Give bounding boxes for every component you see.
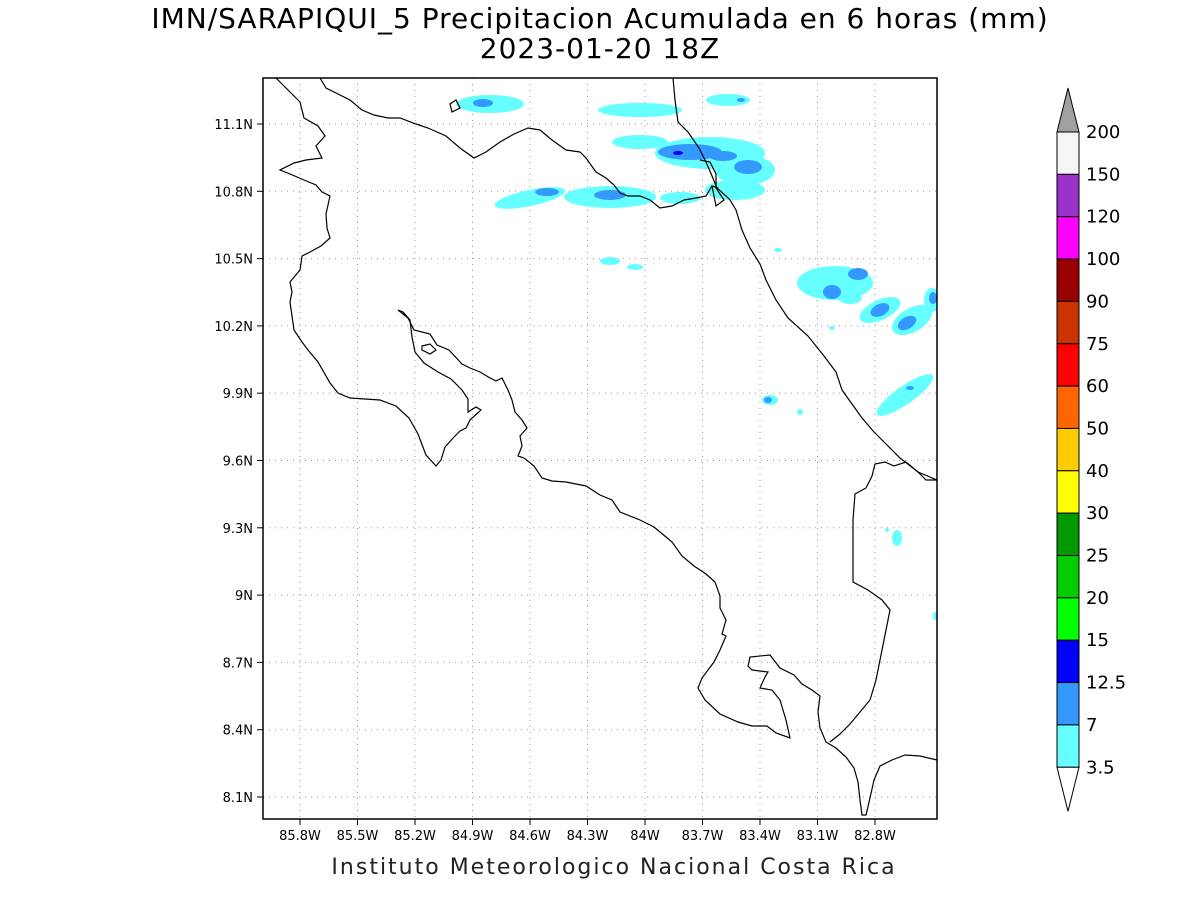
lon-tick-label: 83.4W	[739, 829, 781, 844]
colorbar-label: 60	[1086, 376, 1109, 397]
precip-7-12_5mm	[473, 98, 937, 403]
lat-tick-label: 11.1N	[214, 118, 253, 133]
colorbar-bottom-arrow	[1056, 766, 1080, 812]
lon-tick-label: 82.8W	[854, 829, 896, 844]
lon-tick-label: 83.1W	[797, 829, 839, 844]
colorbar-swatch	[1056, 639, 1080, 684]
colorbar-swatch	[1056, 300, 1080, 345]
lat-tick-label: 10.2N	[214, 320, 253, 335]
longitude-axis: 85.8W 85.5W 85.2W 84.9W 84.6W 84.3W 84W 83.7W 83…	[279, 819, 896, 844]
lon-tick-label: 84.3W	[567, 829, 609, 844]
colorbar-swatch	[1056, 597, 1080, 641]
lon-tick-label: 85.8W	[279, 829, 321, 844]
precipitation-field	[456, 94, 937, 620]
colorbar-label: 7	[1086, 715, 1097, 736]
lat-tick-label: 10.8N	[214, 185, 253, 200]
colorbar-swatch	[1056, 216, 1080, 260]
title-line-2: 2023-01-20 18Z	[479, 32, 721, 65]
colorbar-swatch	[1056, 258, 1080, 302]
colorbar-label: 100	[1086, 249, 1120, 270]
lat-tick-label: 9.3N	[223, 522, 253, 537]
lon-tick-label: 84W	[630, 829, 660, 844]
colorbar-label: 20	[1086, 588, 1109, 609]
colorbar-swatch	[1056, 512, 1080, 557]
precip-12_5-15mm	[673, 151, 683, 155]
colorbar-swatch	[1056, 343, 1080, 387]
colorbar-label: 30	[1086, 503, 1109, 524]
colorbar-swatch	[1056, 470, 1080, 514]
lat-tick-label: 10.5N	[214, 253, 253, 268]
latitude-axis: 11.1N 10.8N 10.5N 10.2N 9.9N 9.6N 9.3N 9N 8.7N 8.…	[214, 118, 263, 806]
title-line-1: IMN/SARAPIQUI_5 Precipitacion Acumulada …	[151, 2, 1049, 35]
colorbar-swatch	[1056, 427, 1080, 472]
coastline	[275, 78, 937, 816]
lon-tick-label: 85.5W	[337, 829, 379, 844]
lon-tick-label: 85.2W	[394, 829, 436, 844]
map-frame	[262, 77, 938, 820]
colorbar-label: 12.5	[1086, 673, 1126, 694]
colorbar-swatch	[1056, 555, 1080, 599]
map-title: IMN/SARAPIQUI_5 Precipitacion Acumulada …	[0, 4, 1200, 64]
lon-tick-label: 84.9W	[452, 829, 494, 844]
colorbar-swatch	[1056, 173, 1080, 218]
colorbar-label: 90	[1086, 291, 1109, 312]
colorbar-label: 200	[1086, 122, 1120, 143]
lat-tick-label: 9.6N	[223, 455, 253, 470]
colorbar-swatch	[1056, 682, 1080, 726]
colorbar-label: 25	[1086, 546, 1109, 567]
colorbar-label: 50	[1086, 418, 1109, 439]
colorbar-swatch	[1056, 385, 1080, 429]
lat-tick-label: 9.9N	[223, 387, 253, 402]
lat-tick-label: 8.1N	[223, 791, 253, 806]
lon-tick-label: 83.7W	[682, 829, 724, 844]
footer-credit: Instituto Meteorologico Nacional Costa R…	[331, 855, 897, 880]
colorbar-swatch	[1056, 724, 1080, 768]
precip-3_5-7mm	[456, 94, 937, 620]
colorbar-label: 150	[1086, 164, 1120, 185]
lat-tick-label: 9N	[235, 589, 253, 604]
colorbar-label: 40	[1086, 461, 1109, 482]
lon-tick-label: 84.6W	[509, 829, 551, 844]
colorbar: 200 150 120 100 90 75 60 50 40 30 25 20 15 12.5 7 3.5	[1056, 87, 1126, 812]
lat-tick-label: 8.7N	[223, 656, 253, 671]
colorbar-label: 3.5	[1086, 757, 1115, 778]
colorbar-label: 120	[1086, 207, 1120, 228]
colorbar-label: 75	[1086, 334, 1109, 355]
colorbar-label: 15	[1086, 630, 1109, 651]
colorbar-swatch	[1056, 131, 1080, 175]
colorbar-top-arrow	[1056, 87, 1080, 133]
lat-tick-label: 8.4N	[223, 724, 253, 739]
